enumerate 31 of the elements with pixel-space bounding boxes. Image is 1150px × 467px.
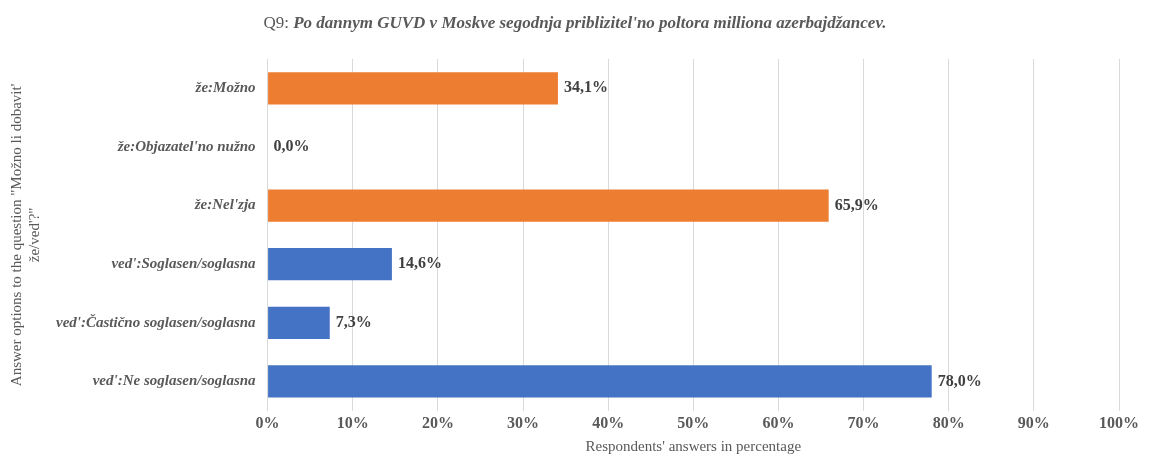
y-tick-label: že:Možno [194, 79, 256, 96]
x-tick-label: 100% [1099, 413, 1139, 431]
data-label: 0,0% [273, 137, 310, 155]
y-axis-title: Answer options to the question "Možno li dobavit' že/ved'?" [7, 83, 42, 387]
y-tick-label: ved':Častično soglasen/soglasna [55, 313, 257, 330]
x-tick-label: 0% [255, 413, 280, 431]
x-tick-label: 80% [932, 413, 965, 431]
data-label: 34,1% [563, 78, 608, 96]
data-label: 65,9% [834, 195, 879, 213]
y-tick-label: ved':Ne soglasen/soglasna [92, 372, 257, 389]
x-tick-label: 70% [847, 413, 880, 431]
y-tick-label: ved':Soglasen/soglasna [111, 255, 257, 272]
x-tick-label: 50% [677, 413, 710, 431]
y-tick-label: že:Nel'zja [193, 196, 257, 213]
y-tick-label: že:Objazatel'no nužno [116, 137, 256, 154]
bar [268, 72, 558, 105]
bar [268, 306, 330, 339]
bar [268, 248, 392, 281]
x-tick-label: 60% [762, 413, 795, 431]
data-label: 14,6% [397, 254, 442, 272]
x-tick-label: 90% [1017, 413, 1050, 431]
x-tick-label: 30% [507, 413, 540, 431]
x-axis-title: Respondents' answers in percentage [585, 437, 802, 454]
x-tick-label: 20% [421, 413, 454, 431]
bar [268, 365, 932, 398]
data-label: 7,3% [335, 312, 372, 330]
data-label: 78,0% [937, 371, 982, 389]
x-tick-label: 40% [592, 413, 625, 431]
chart-title: Q9: Po dannym GUVD v Moskve segodnja priblizitel'no poltora milliona azerbajdžancev. [263, 13, 887, 32]
bar [268, 189, 829, 222]
x-tick-label: 10% [336, 413, 369, 431]
